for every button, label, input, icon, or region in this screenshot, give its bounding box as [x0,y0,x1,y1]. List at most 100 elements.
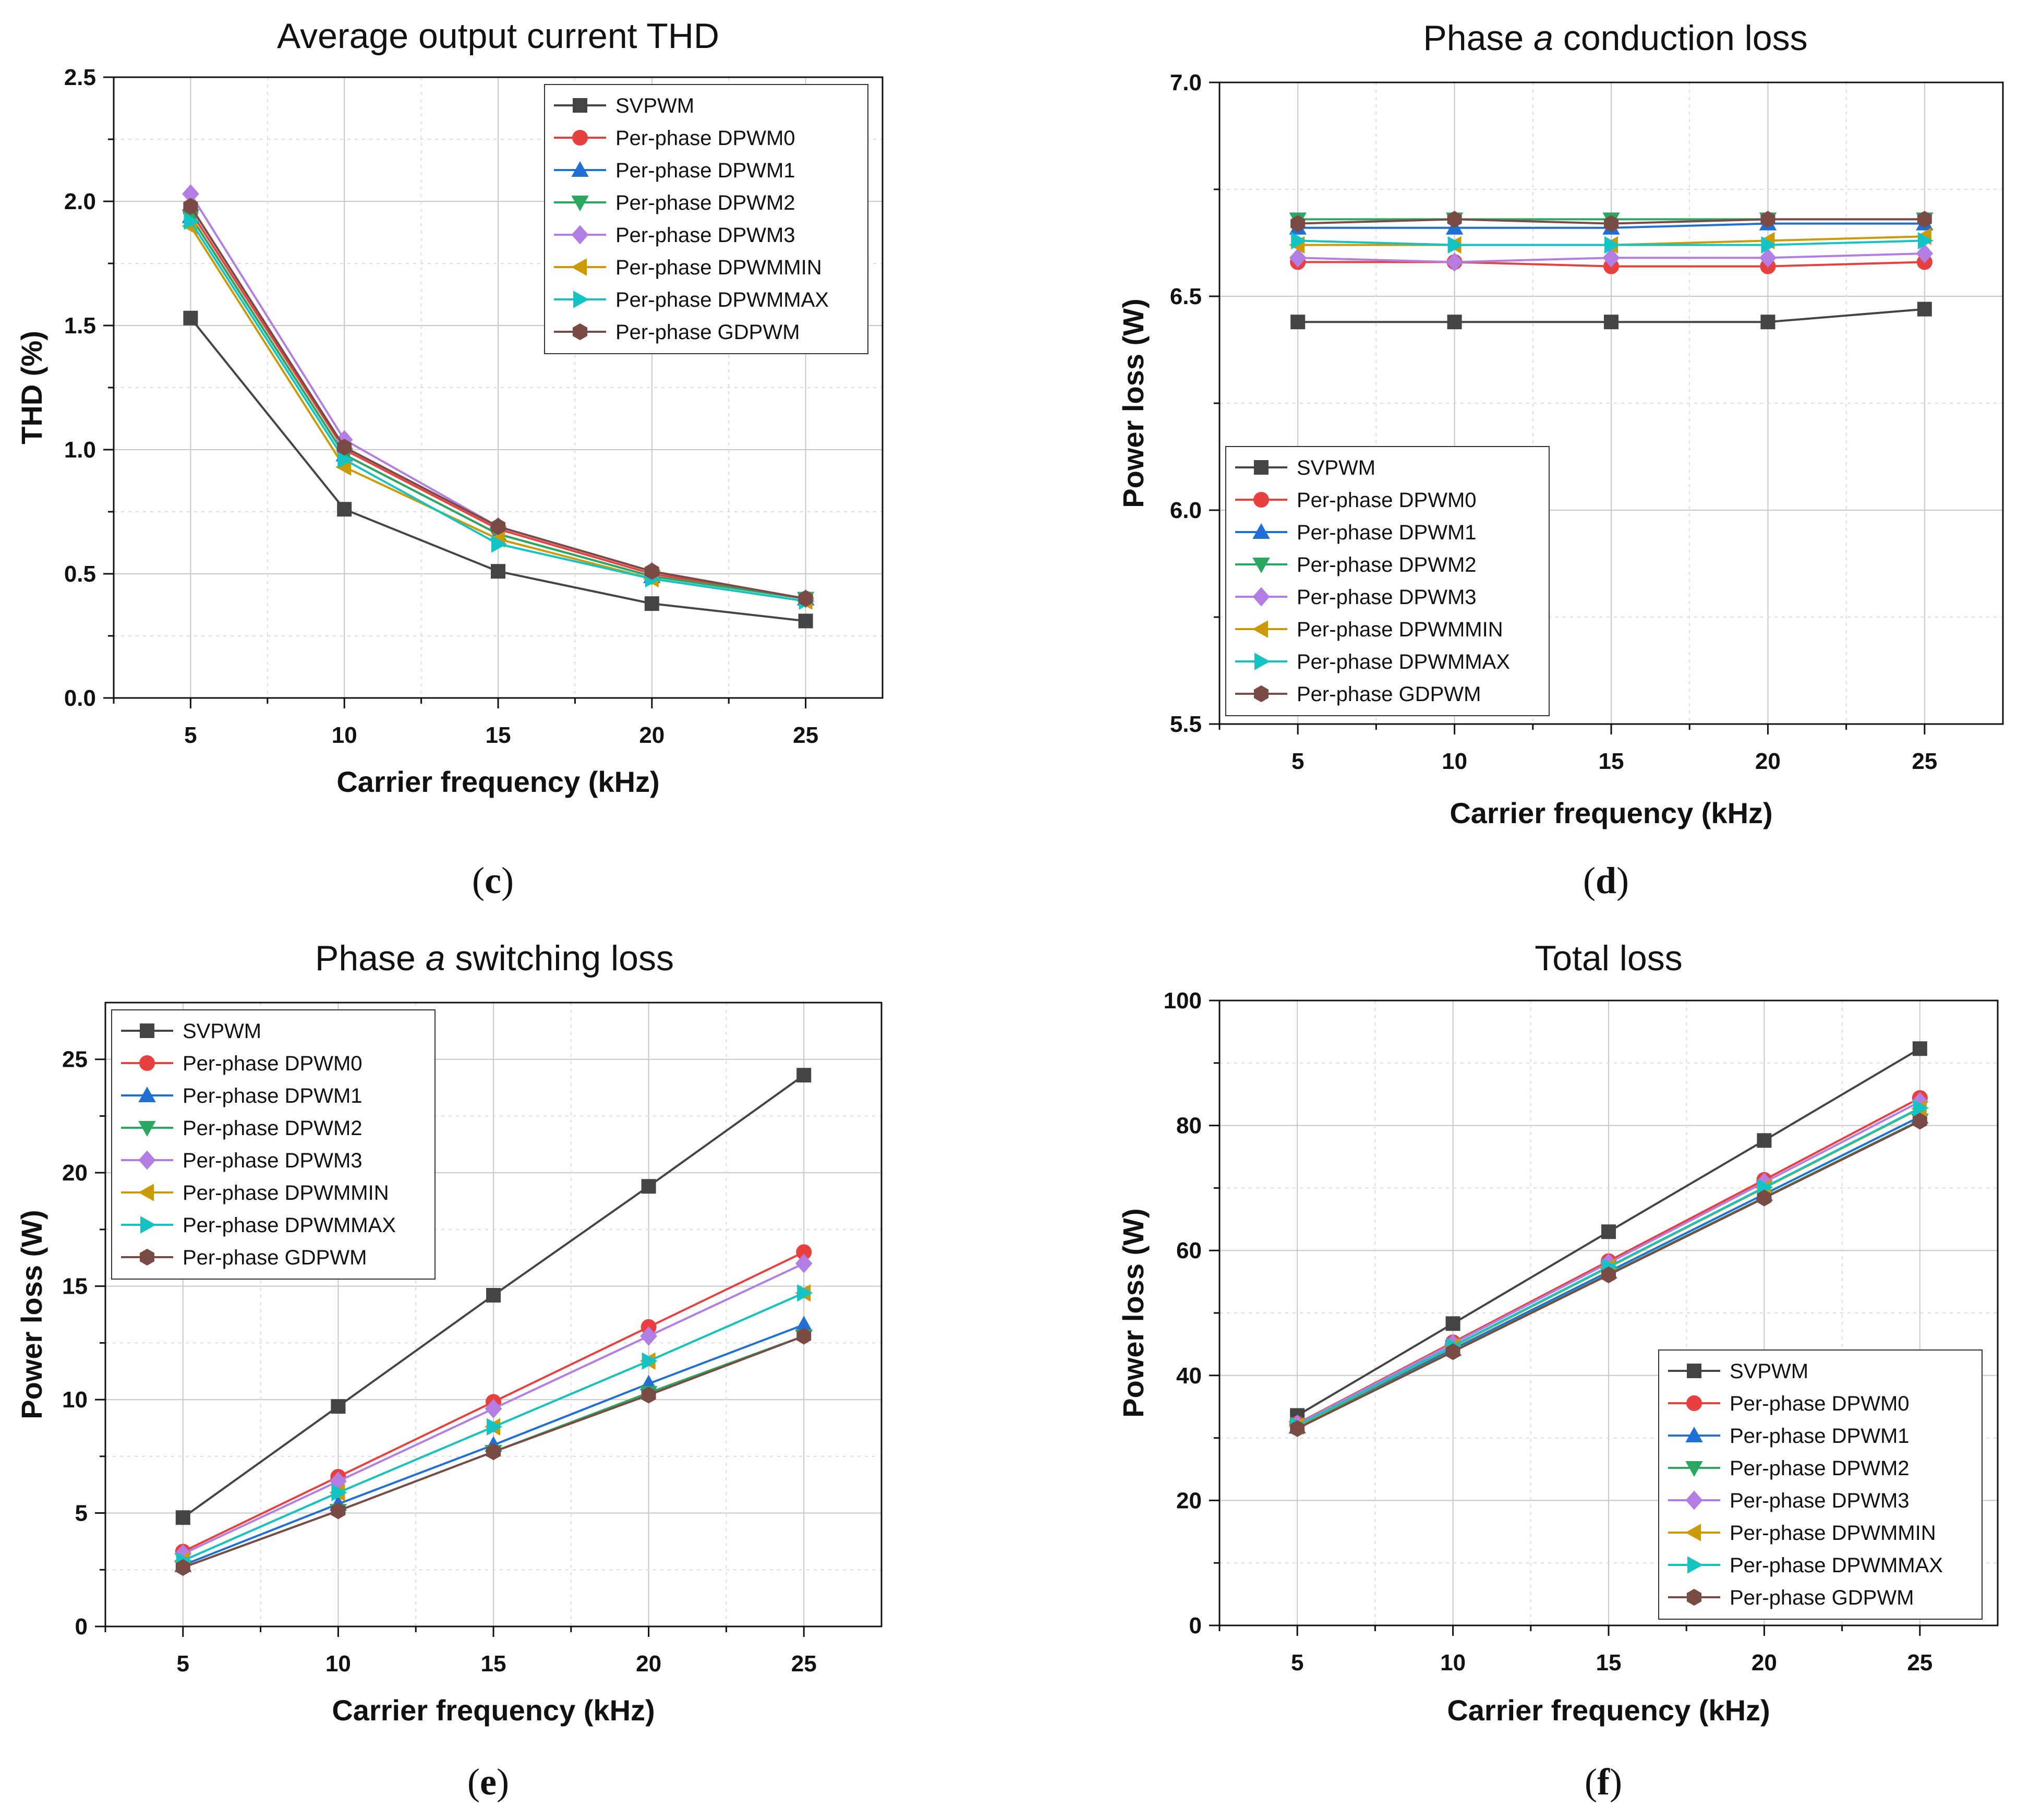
panel-label: (c) [472,860,514,901]
chart-panel-e: 5 10 15 20 25 0 5 10 15 20 25 Phase a switching los… [15,938,883,1803]
legend-marker [140,1216,156,1234]
data-point [331,1502,346,1520]
legend: SVPWM Per-phase DPWM0 Per-phase DPWM1 Per-p… [1225,446,1550,716]
x-tick-label: 25 [793,722,818,748]
data-point [1447,315,1462,330]
data-point [491,535,508,553]
data-point [1445,1316,1460,1331]
x-tick-labels: 5 10 15 20 25 [177,1651,817,1677]
legend-marker [1685,1490,1703,1510]
legend-box [1658,1349,1983,1620]
y-axis-label: THD (%) [15,331,48,444]
data-point [797,1284,813,1302]
y-tick-label: 2.5 [64,65,96,90]
x-tick-label: 5 [1291,1650,1303,1676]
series-svpwm [1290,1041,1927,1423]
y-tick-label: 5 [75,1501,88,1526]
x-tick-label: 10 [332,722,357,748]
y-axis-label: Power loss (W) [1117,1208,1150,1417]
legend-marker [571,225,589,245]
data-point [331,1399,346,1414]
y-axis-label: Power loss (W) [1117,298,1150,508]
data-point [1912,1113,1927,1130]
data-point [175,1559,190,1576]
data-point [1290,315,1306,330]
legend-marker [138,1150,156,1170]
x-tick-labels: 5 10 15 20 25 [1291,749,1937,774]
data-point [337,502,352,517]
data-point [331,1484,347,1502]
data-point [1760,315,1776,330]
legend-marker [1254,460,1269,475]
series-group [174,1068,813,1576]
y-tick-label: 0.0 [64,685,96,711]
data-point [1291,232,1307,250]
legend-entry: Per-phase DPWMMAX [1297,650,1510,673]
series-group [1289,211,1934,330]
legend-marker [1254,653,1271,670]
data-point [1447,211,1462,228]
legend-entry: Per-phase GDPWM [1730,1586,1914,1609]
series-per-phase-gdpwm [183,198,813,607]
chart-panel-f: 5 10 15 20 25 0 20 40 60 80 100 Total loss Carrier f… [1117,938,1999,1803]
series-per-phase-dpwmmax [1291,232,1934,254]
series-per-phase-dpwmmax [176,1284,813,1570]
data-point [337,451,354,468]
chart-title: Average output current THD [277,16,719,56]
data-point [640,1326,657,1346]
x-tick-label: 5 [177,1651,189,1677]
y-tick-label: 6.0 [1170,498,1202,523]
data-point [1761,236,1777,254]
x-tick-label: 20 [639,722,665,748]
data-point [642,1352,658,1370]
legend-marker [573,291,589,308]
legend-marker [139,1055,155,1071]
y-tick-label: 60 [1176,1238,1202,1263]
chart-panel-c: 5 10 15 20 25 0.0 0.5 1.0 1.5 2.0 2.5 Average outpu… [15,16,884,901]
data-point [1917,302,1932,317]
legend-entry: Per-phase DPWM3 [183,1149,363,1172]
data-point [1446,252,1463,272]
series-svpwm [175,1068,812,1525]
legend-entry: Per-phase DPWM0 [615,127,795,150]
legend-entry: Per-phase GDPWM [1297,683,1481,706]
legend-entry: Per-phase DPWMMIN [183,1182,389,1204]
data-point [795,1253,813,1273]
data-point [491,564,505,579]
series-svpwm [1290,302,1932,330]
legend-marker [571,196,589,212]
legend-marker [138,1121,156,1137]
y-tick-label: 25 [62,1047,88,1072]
y-tick-label: 40 [1176,1363,1202,1389]
y-tick-label: 20 [62,1160,88,1186]
data-point [1916,244,1934,263]
series-per-phase-gdpwm [1290,1113,1927,1437]
legend-marker [1252,523,1270,539]
legend-entry: SVPWM [1297,456,1375,479]
data-point [1757,1133,1772,1148]
x-tick-label: 5 [1291,749,1304,774]
data-point [1601,1266,1616,1284]
legend-entry: SVPWM [183,1020,261,1043]
legend-marker [572,130,588,146]
x-tick-label: 10 [1442,749,1467,774]
y-tick-label: 0 [75,1614,88,1640]
x-tick-label: 10 [325,1651,351,1677]
legend-entry: Per-phase DPWMMAX [1730,1554,1943,1577]
legend-marker [573,323,587,341]
x-axis-label: Carrier frequency (kHz) [1447,1694,1770,1727]
data-point [486,1443,501,1461]
y-tick-labels: 0 20 40 60 80 100 [1164,988,1202,1638]
legend-entry: Per-phase GDPWM [183,1246,367,1269]
data-point [1913,1099,1929,1117]
y-tick-label: 100 [1164,988,1202,1014]
data-point [183,310,198,326]
legend-entry: Per-phase GDPWM [615,321,800,344]
x-tick-labels: 5 10 15 20 25 [1291,1650,1933,1676]
x-tick-label: 15 [1599,749,1624,774]
y-tick-labels: 0.0 0.5 1.0 1.5 2.0 2.5 [64,65,96,711]
legend-marker [1687,1364,1701,1378]
legend-marker [573,98,587,113]
series-per-phase-dpwm3 [174,1253,813,1564]
y-tick-label: 20 [1176,1488,1202,1513]
